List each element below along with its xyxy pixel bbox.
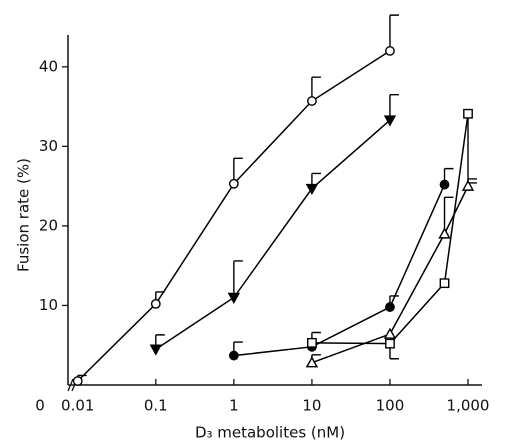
x-tick-label: 0.01 <box>61 397 94 415</box>
origin-label: 0 <box>35 397 45 415</box>
x-tick-label: 1,000 <box>447 397 490 415</box>
marker <box>307 337 317 348</box>
marker <box>438 227 451 239</box>
marker <box>463 108 473 119</box>
marker <box>227 292 241 304</box>
y-tick-label: 40 <box>39 57 58 75</box>
series-line <box>233 184 446 357</box>
x-axis-label: D₃ metabolites (nM) <box>195 424 345 442</box>
marker <box>228 178 239 189</box>
marker <box>383 115 397 127</box>
marker <box>439 278 450 289</box>
marker <box>228 350 239 361</box>
error-bar <box>233 260 243 298</box>
marker <box>149 344 162 356</box>
y-tick-label: 10 <box>39 296 58 314</box>
marker <box>305 356 319 368</box>
error-bar <box>389 14 399 51</box>
x-tick-label: 1 <box>229 397 239 415</box>
marker <box>461 179 475 191</box>
x-tick-label: 10 <box>302 397 321 415</box>
error-bar <box>467 113 478 184</box>
marker <box>307 96 317 106</box>
y-axis-label: Fusion rate (%) <box>15 158 33 272</box>
marker <box>72 376 83 386</box>
x-tick-label: 0.1 <box>144 397 168 415</box>
series-line <box>155 119 391 350</box>
y-tick-label: 20 <box>39 216 58 234</box>
marker <box>150 298 161 309</box>
marker <box>385 46 395 56</box>
series-line <box>311 185 469 364</box>
marker <box>385 302 395 312</box>
marker <box>305 183 319 195</box>
marker <box>439 179 450 190</box>
y-tick-label: 30 <box>39 137 58 155</box>
x-tick-label: 100 <box>376 397 405 415</box>
marker <box>385 338 395 349</box>
marker <box>383 327 397 339</box>
series-line <box>311 113 469 345</box>
